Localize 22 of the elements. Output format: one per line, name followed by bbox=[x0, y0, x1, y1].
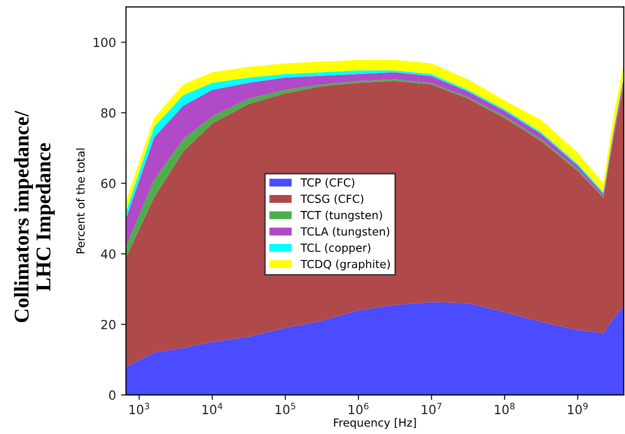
legend-label: TCL (copper) bbox=[300, 243, 370, 254]
y-tick-label: 20 bbox=[101, 320, 116, 330]
y-tick-label: 100 bbox=[94, 38, 116, 48]
y-tick-label: 40 bbox=[100, 249, 116, 259]
y-tick-label: 60 bbox=[101, 178, 116, 188]
x-tick-label: 10$^{5}$ bbox=[276, 402, 296, 414]
legend-label: TCT (tungsten) bbox=[300, 210, 382, 222]
legend-label: TCLA (tungsten) bbox=[300, 227, 390, 238]
legend-label: TCSG (CFC) bbox=[300, 194, 364, 204]
x-tick-label: 10$^{9}$ bbox=[568, 402, 588, 414]
text: Collimators impedance/ LHC Impedance bbox=[14, 110, 55, 322]
y-axis-title: Percent of the total bbox=[76, 148, 85, 254]
y-tick-label: 0 bbox=[109, 390, 116, 400]
y-tick-label: 80 bbox=[101, 108, 116, 118]
x-tick-label: 10$^{3}$ bbox=[130, 402, 150, 414]
x-tick-label: 10$^{8}$ bbox=[494, 402, 515, 414]
x-tick-label: 10$^{4}$ bbox=[202, 402, 222, 414]
x-tick-label: 10$^{6}$ bbox=[348, 402, 368, 414]
legend-label: TCDQ (graphite) bbox=[300, 260, 390, 270]
x-axis-title: Frequency [Hz] bbox=[334, 418, 416, 429]
legend-label: TCP (CFC) bbox=[300, 178, 354, 188]
x-tick-label: 10$^{7}$ bbox=[422, 402, 442, 414]
